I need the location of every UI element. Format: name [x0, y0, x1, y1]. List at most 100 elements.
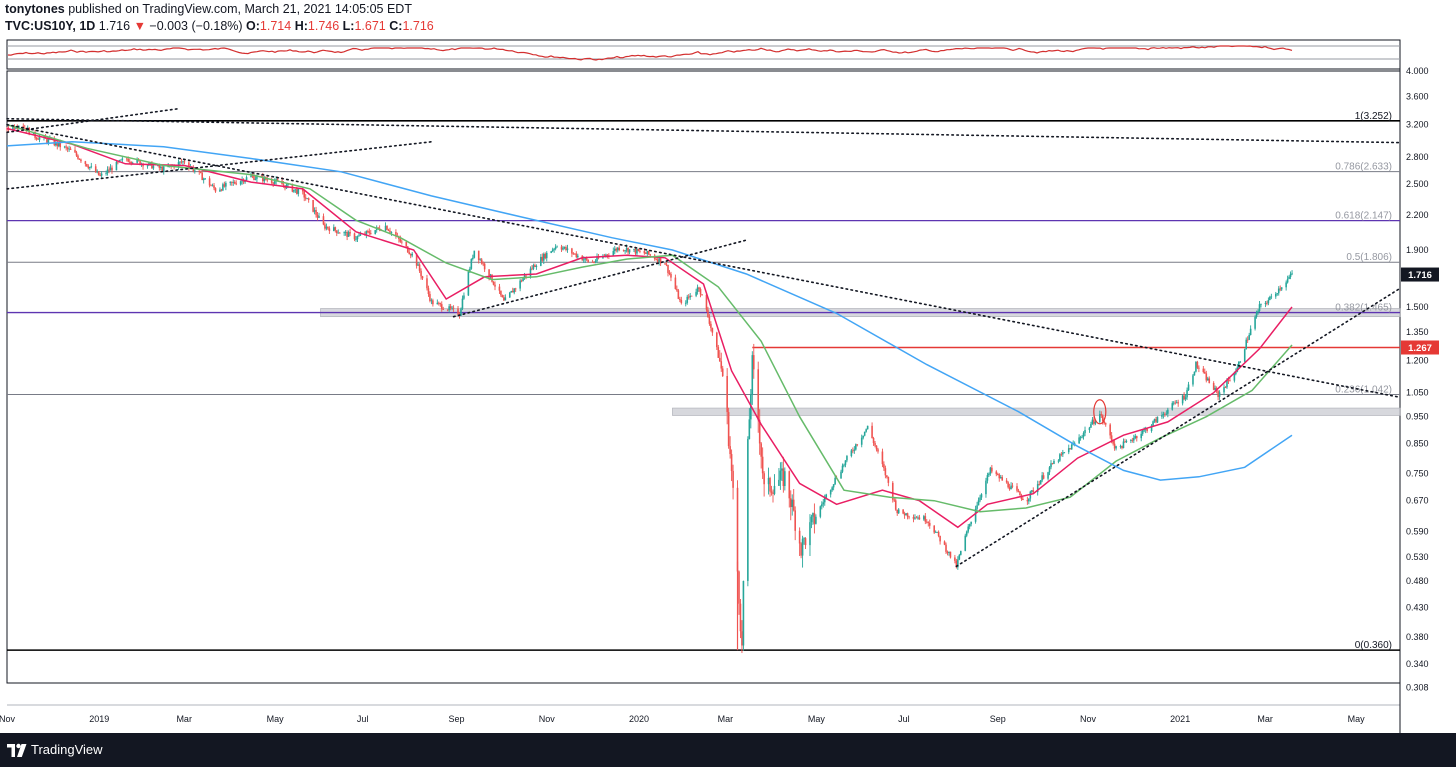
- candle-body: [130, 161, 133, 164]
- tradingview-logo-icon[interactable]: [6, 741, 28, 759]
- y-tick-label: 0.950: [1406, 412, 1429, 422]
- candle-body: [1258, 304, 1261, 312]
- candle-body: [399, 239, 402, 242]
- candle-body: [831, 487, 833, 491]
- candle-body: [832, 484, 835, 488]
- candle-body: [1100, 414, 1103, 416]
- candle-body: [574, 253, 576, 255]
- candle-body: [680, 299, 683, 304]
- candle-body: [928, 522, 931, 526]
- candle-body: [1051, 463, 1054, 465]
- candle-body: [572, 253, 575, 255]
- candle-body: [1010, 485, 1012, 490]
- candle-body: [386, 225, 388, 230]
- candle-body: [967, 526, 969, 532]
- candle-body: [1270, 296, 1273, 298]
- candle-body: [1103, 421, 1106, 424]
- candle-body: [809, 522, 811, 546]
- candle-body: [438, 302, 440, 304]
- candle-body: [182, 161, 184, 163]
- candle-body: [846, 456, 848, 461]
- candle-body: [980, 494, 983, 498]
- candle-body: [482, 263, 484, 265]
- candle-body: [395, 231, 397, 237]
- candle-body: [718, 357, 721, 362]
- candle-body: [1227, 379, 1230, 381]
- candle-body: [1172, 402, 1175, 404]
- candle-body: [939, 535, 941, 542]
- candle-body: [1269, 296, 1271, 300]
- candle-body: [968, 524, 971, 527]
- low-value: 1.671: [354, 19, 386, 33]
- candle-body: [253, 175, 255, 180]
- candle-body: [1036, 484, 1039, 493]
- candle-body: [235, 183, 238, 185]
- candle-body: [337, 232, 340, 234]
- candle-body: [287, 184, 289, 186]
- candle-body: [1162, 413, 1165, 415]
- candle-body: [204, 178, 206, 180]
- x-tick-label: 2019: [89, 714, 109, 724]
- candle-body: [720, 361, 723, 369]
- candle-body: [791, 499, 794, 508]
- candle-body: [1101, 415, 1104, 422]
- candle-body: [87, 166, 90, 169]
- candle-body: [256, 176, 258, 179]
- candle-body: [612, 251, 615, 256]
- publish-info: tonytones published on TradingView.com, …: [5, 2, 412, 16]
- candle-body: [1233, 373, 1236, 381]
- candle-body: [97, 171, 100, 176]
- fib-level-label: 0.382(1.465): [1335, 303, 1392, 314]
- candle-body: [115, 161, 118, 171]
- candle-body: [575, 253, 578, 258]
- chart-header: tonytones published on TradingView.com, …: [0, 0, 1456, 36]
- candle-body: [368, 231, 371, 234]
- candle-body: [1011, 485, 1014, 487]
- tradingview-brand[interactable]: TradingView: [31, 742, 103, 757]
- x-tick-label: Jul: [898, 714, 910, 724]
- candle-body: [23, 127, 26, 129]
- x-tick-label: May: [1348, 714, 1366, 724]
- candle-body: [843, 464, 845, 466]
- candle-body: [566, 248, 569, 250]
- candle-body: [1264, 302, 1267, 304]
- y-tick-label: 1.200: [1406, 356, 1429, 366]
- candle-body: [945, 544, 947, 552]
- candle-body: [690, 295, 693, 297]
- candle-body: [1279, 288, 1282, 290]
- candle-body: [902, 509, 904, 514]
- candle-body: [991, 467, 993, 472]
- candle-body: [1110, 435, 1113, 441]
- candle-body: [717, 347, 720, 358]
- author-name[interactable]: tonytones: [5, 2, 65, 16]
- symbol-name[interactable]: TVC:US10Y, 1D: [5, 19, 96, 33]
- trendline: [955, 287, 1401, 568]
- candle-body: [1141, 430, 1144, 434]
- candle-body: [862, 435, 865, 438]
- candle-body: [1017, 490, 1020, 492]
- candle-body: [988, 473, 990, 476]
- candle-body: [503, 297, 505, 301]
- candle-body: [591, 261, 594, 263]
- fib-level-label: 0.618(2.147): [1335, 211, 1392, 222]
- candle-body: [1121, 446, 1123, 449]
- trendline: [6, 123, 1401, 399]
- candle-body: [736, 487, 739, 572]
- candle-body: [65, 146, 67, 148]
- candle-body: [99, 175, 101, 176]
- candle-body: [109, 167, 112, 171]
- y-tick-label: 4.000: [1406, 66, 1429, 76]
- candle-body: [387, 229, 390, 231]
- candle-body: [519, 280, 521, 289]
- candle-body: [1094, 421, 1097, 424]
- candle-body: [1243, 349, 1246, 362]
- candle-body: [15, 127, 17, 129]
- candle-body: [251, 175, 254, 177]
- candle-body: [571, 248, 573, 254]
- candle-body: [420, 270, 422, 277]
- candle-body: [813, 513, 816, 524]
- candle-body: [86, 164, 88, 167]
- candle-body: [767, 477, 770, 485]
- price-chart[interactable]: 4.000 3.600 3.200 2.800 2.500 2.200 1.900 1.500…: [0, 36, 1456, 733]
- y-tick-label: 1.900: [1406, 245, 1429, 255]
